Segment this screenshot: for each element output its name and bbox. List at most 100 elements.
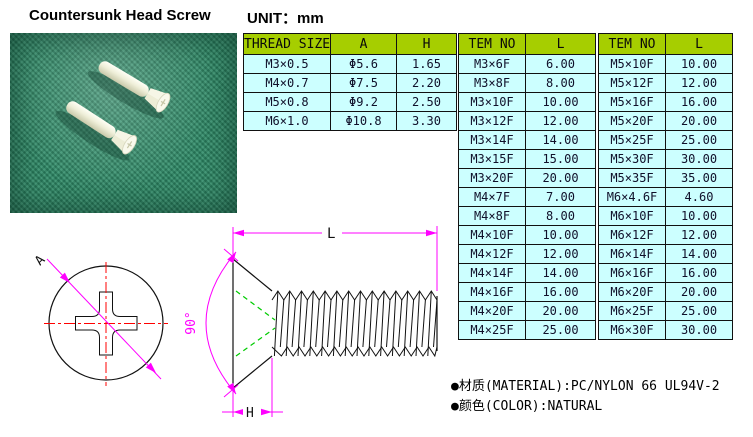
- table-row: M5×25F 25.00: [598, 130, 733, 150]
- label-mask: [322, 224, 342, 240]
- table-cell: 35.00: [665, 168, 733, 188]
- table-cell: 10.00: [525, 225, 596, 245]
- table-row: M5×10F 10.00: [598, 54, 733, 74]
- table-cell: 14.00: [525, 263, 596, 283]
- table-row: M3×10F 10.00: [458, 92, 596, 112]
- table-cell: M6×4.6F: [598, 187, 666, 207]
- dimension-arrow: [227, 252, 236, 264]
- table-row: M4×12F 12.00: [458, 244, 596, 264]
- angle-extension-tick: [223, 384, 239, 398]
- angle-dimension-arc: [205, 251, 237, 395]
- table-cell: 20.00: [665, 111, 733, 131]
- dimension-arrow: [261, 408, 272, 416]
- table-cell: M4×7F: [458, 187, 526, 207]
- table-cell: M6×20F: [598, 282, 666, 302]
- head-cone-bottom: [232, 355, 273, 389]
- product-photo: [10, 33, 237, 213]
- table-cell: 14.00: [665, 244, 733, 264]
- table-cell: M4×8F: [458, 206, 526, 226]
- table-row: M5×16F 16.00: [598, 92, 733, 112]
- table-cell: M6×1.0: [243, 111, 331, 131]
- table-header-row: TEM NO L: [458, 33, 596, 55]
- hidden-recess-line: [235, 327, 276, 357]
- page-title: Countersunk Head Screw: [29, 7, 211, 24]
- table-row: M3×8F 8.00: [458, 73, 596, 93]
- table-cell: M3×14F: [458, 130, 526, 150]
- label-mask: [243, 404, 261, 419]
- table-cell: Φ10.8: [330, 111, 397, 131]
- table-row: M4×16F 16.00: [458, 282, 596, 302]
- table-cell: 20.00: [525, 168, 596, 188]
- table-row: M6×4.6F 4.60: [598, 187, 733, 207]
- table-cell: 14.00: [525, 130, 596, 150]
- col-l: L: [665, 33, 733, 55]
- table-row: M3×15F 15.00: [458, 149, 596, 169]
- table-row: M4×25F 25.00: [458, 320, 596, 340]
- table-row: M6×14F 14.00: [598, 244, 733, 264]
- table-header-row: TEM NO L: [598, 33, 733, 55]
- table-cell: 4.60: [665, 187, 733, 207]
- table-cell: M5×10F: [598, 54, 666, 74]
- table-cell: 20.00: [525, 301, 596, 321]
- col-item-no: TEM NO: [598, 33, 666, 55]
- table-cell: M6×12F: [598, 225, 666, 245]
- table-cell: M6×30F: [598, 320, 666, 340]
- col-a: A: [330, 33, 397, 55]
- table-cell: M3×0.5: [243, 54, 331, 74]
- table-cell: M4×25F: [458, 320, 526, 340]
- table-cell: M5×35F: [598, 168, 666, 188]
- unit-label: UNIT：mm: [247, 10, 324, 27]
- table-row: M4×7F 7.00: [458, 187, 596, 207]
- table-cell: M3×8F: [458, 73, 526, 93]
- item-table-m5-m6: TEM NO L M5×10F 10.00 M5×12F 12.00 M5×16F 16.…: [598, 33, 733, 340]
- notes: ●材质(MATERIAL):PC/NYLON 66 UL94V-2 ●颜色(CO…: [451, 377, 720, 417]
- phillips-cross: [75, 291, 138, 356]
- table-cell: M4×10F: [458, 225, 526, 245]
- thread-size-table: THREAD SIZE A H M3×0.5 Φ5.6 1.65 M4×0.7 Φ7.5…: [243, 33, 457, 131]
- table-cell: 2.20: [396, 73, 457, 93]
- table-cell: 10.00: [665, 206, 733, 226]
- table-cell: M4×14F: [458, 263, 526, 283]
- table-row: M6×25F 25.00: [598, 301, 733, 321]
- angle-label: 90°: [184, 311, 199, 334]
- table-row: M3×0.5 Φ5.6 1.65: [243, 54, 457, 74]
- table-cell: M4×20F: [458, 301, 526, 321]
- table-cell: M3×15F: [458, 149, 526, 169]
- table-row: M4×8F 8.00: [458, 206, 596, 226]
- table-row: M6×1.0 Φ10.8 3.30: [243, 111, 457, 131]
- table-cell: 25.00: [665, 130, 733, 150]
- table-row: M6×20F 20.00: [598, 282, 733, 302]
- table-cell: M5×12F: [598, 73, 666, 93]
- table-cell: M6×10F: [598, 206, 666, 226]
- table-row: M4×10F 10.00: [458, 225, 596, 245]
- section-arrow: [59, 272, 70, 283]
- table-cell: M4×16F: [458, 282, 526, 302]
- col-l: L: [525, 33, 596, 55]
- table-cell: 12.00: [665, 225, 733, 245]
- table-cell: 10.00: [665, 54, 733, 74]
- table-cell: 16.00: [665, 92, 733, 112]
- table-cell: M3×6F: [458, 54, 526, 74]
- col-h: H: [396, 33, 457, 55]
- table-cell: M5×20F: [598, 111, 666, 131]
- length-label: L: [327, 226, 335, 242]
- col-item-no: TEM NO: [458, 33, 526, 55]
- dimension-arrow: [233, 229, 244, 237]
- table-row: M4×14F 14.00: [458, 263, 596, 283]
- table-cell: M4×12F: [458, 244, 526, 264]
- table-cell: 6.00: [525, 54, 596, 74]
- table-cell: M3×10F: [458, 92, 526, 112]
- head-outline-circle: [48, 265, 164, 381]
- screw-upper: [87, 61, 171, 119]
- screw-lower: [55, 101, 137, 161]
- table-cell: 1.65: [396, 54, 457, 74]
- table-row: M6×10F 10.00: [598, 206, 733, 226]
- table-cell: 30.00: [665, 320, 733, 340]
- table-cell: M5×25F: [598, 130, 666, 150]
- table-cell: 8.00: [525, 73, 596, 93]
- table-cell: M3×20F: [458, 168, 526, 188]
- table-row: M5×20F 20.00: [598, 111, 733, 131]
- table-row: M3×14F 14.00: [458, 130, 596, 150]
- table-cell: 15.00: [525, 149, 596, 169]
